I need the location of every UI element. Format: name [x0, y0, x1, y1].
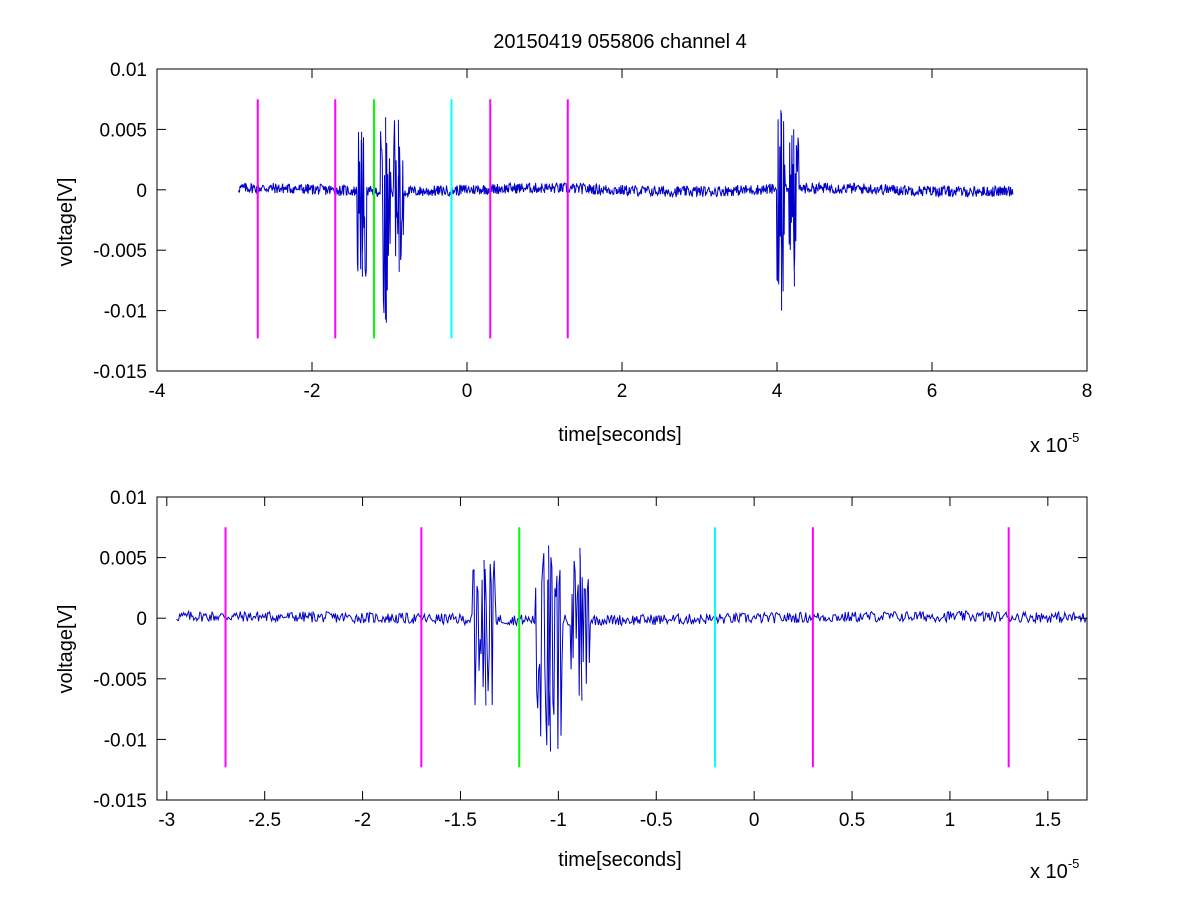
- subplot-bottom-x-tick-label: -0.5: [640, 810, 673, 831]
- subplot-top-x-tick-label: 8: [1082, 381, 1093, 402]
- subplot-bottom-x-scale-base: x 10: [1030, 861, 1068, 883]
- subplot-top-xlabel: time[seconds]: [558, 424, 681, 446]
- subplot-top-x-tick-label: -2: [304, 381, 321, 402]
- subplot-top-x-scale-base: x 10: [1030, 435, 1068, 457]
- subplot-bottom-y-tick-label: -0.015: [93, 791, 147, 812]
- subplot-bottom-x-scale-exponent: -5: [1068, 856, 1080, 871]
- subplot-bottom-x-tick-label: -3: [158, 810, 175, 831]
- subplot-bottom-y-tick-label: -0.005: [93, 670, 147, 691]
- subplot-bottom-x-tick-label: -2: [354, 810, 371, 831]
- subplot-bottom-x-tick-label: -1: [550, 810, 567, 831]
- subplot-top-x-tick-label: 2: [617, 381, 628, 402]
- subplot-top-y-tick-label: 0: [136, 181, 147, 202]
- subplot-bottom-axes-frame: [156, 496, 1088, 801]
- subplot-bottom-x-tick-label: 1.5: [1035, 810, 1061, 831]
- subplot-bottom-x-tick-label: -1.5: [444, 810, 477, 831]
- subplot-bottom-x-tick-label: 1: [945, 810, 956, 831]
- subplot-bottom-y-tick-label: 0.01: [110, 488, 147, 509]
- subplot-bottom-x-tick-label: 0: [749, 810, 760, 831]
- subplot-bottom-x-tick-label: 0.5: [839, 810, 865, 831]
- subplot-top-y-tick-label: 0.01: [110, 60, 147, 81]
- subplot-top-y-tick-label: -0.015: [93, 362, 147, 383]
- subplot-bottom-y-tick-label: 0: [136, 609, 147, 630]
- subplot-bottom-marks: [176, 527, 1088, 768]
- subplot-bottom: -3 -2.5 -2 -1.5 -1 -0.5 0 0.5 1 1.5 0.01 0.005 0 -0.0…: [55, 488, 1088, 883]
- subplot-top-ylabel: voltage[V]: [55, 178, 77, 267]
- subplot-top-ticks: -4 -2 0 2 4 6 8 0.01 0.005 0 -0.005 -0.01 -0.015: [93, 60, 1092, 402]
- subplot-top-x-scale: x 10-5: [1030, 430, 1079, 457]
- subplot-bottom-x-scale: x 10-5: [1030, 856, 1079, 883]
- subplot-top-y-tick-label: -0.005: [93, 241, 147, 262]
- subplot-bottom-x-tick-label: -2.5: [248, 810, 281, 831]
- subplot-top: -4 -2 0 2 4 6 8 0.01 0.005 0 -0.005 -0.01 -0.015 tim…: [55, 60, 1092, 457]
- subplot-top-x-scale-exponent: -5: [1068, 430, 1080, 445]
- subplot-top-x-tick-label: 4: [772, 381, 783, 402]
- subplot-top-x-tick-label: -4: [149, 381, 166, 402]
- subplot-top-y-tick-label: 0.005: [99, 120, 147, 141]
- subplot-top-signal-line: [237, 110, 1014, 323]
- subplot-bottom-ticks: -3 -2.5 -2 -1.5 -1 -0.5 0 0.5 1 1.5 0.01 0.005 0 -0.0…: [93, 488, 1087, 831]
- subplot-bottom-y-tick-label: -0.01: [104, 730, 147, 751]
- subplot-top-axes-frame: [156, 68, 1088, 372]
- subplot-bottom-xlabel: time[seconds]: [558, 849, 681, 871]
- subplot-top-x-tick-label: 6: [927, 381, 938, 402]
- subplot-top-y-tick-label: -0.01: [104, 302, 147, 323]
- subplot-bottom-y-tick-label: 0.005: [99, 549, 147, 570]
- subplot-top-marks: [237, 99, 1014, 339]
- subplot-bottom-ylabel: voltage[V]: [55, 605, 77, 694]
- subplot-bottom-signal-line: [176, 545, 1088, 752]
- subplot-top-x-tick-label: 0: [462, 381, 473, 402]
- figure-title: 20150419 055806 channel 4: [493, 31, 747, 53]
